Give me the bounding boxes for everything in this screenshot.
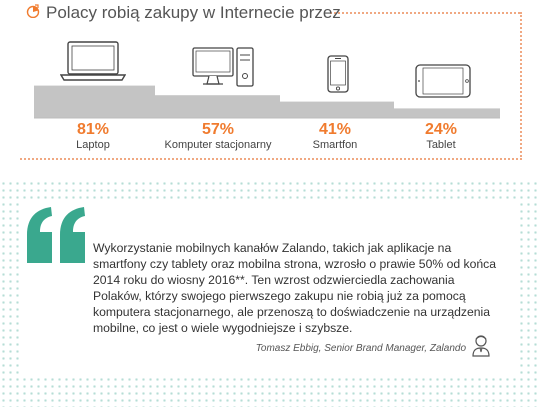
- chart-title: Polacy robią zakupy w Internecie przez: [46, 3, 341, 22]
- quote-text: Wykorzystanie mobilnych kanałów Zalando,…: [93, 241, 497, 335]
- tablet-icon: [415, 64, 471, 98]
- pie-icon: [26, 4, 40, 18]
- quote-mark-icon: [27, 207, 85, 263]
- bar-komputer-stacjonarny: [155, 95, 280, 118]
- laptop-icon: [60, 41, 126, 81]
- value-label-laptop: 81%: [76, 121, 110, 138]
- category-label-desktop: Komputer stacjonarny: [164, 139, 272, 151]
- quote-author: Tomasz Ebbig, Senior Brand Manager, Zala…: [255, 343, 466, 354]
- bar-chart: [34, 85, 500, 119]
- bar-tablet: [394, 108, 500, 118]
- category-label-laptop: Laptop: [76, 139, 110, 151]
- bar-smartfon: [280, 101, 394, 118]
- value-label-smartphone: 41%: [318, 121, 352, 138]
- frame-top-border: [330, 12, 520, 14]
- category-label-tablet: Tablet: [426, 139, 456, 151]
- smartphone-icon: [327, 55, 349, 93]
- category-label-smartphone: Smartfon: [312, 139, 358, 151]
- person-icon: [472, 335, 490, 357]
- desktop-computer-icon: [192, 47, 254, 87]
- chart-frame: [20, 12, 522, 160]
- value-label-desktop: 57%: [201, 121, 235, 138]
- value-label-tablet: 24%: [424, 121, 458, 138]
- quote-box: [20, 200, 517, 375]
- bar-laptop: [34, 85, 155, 118]
